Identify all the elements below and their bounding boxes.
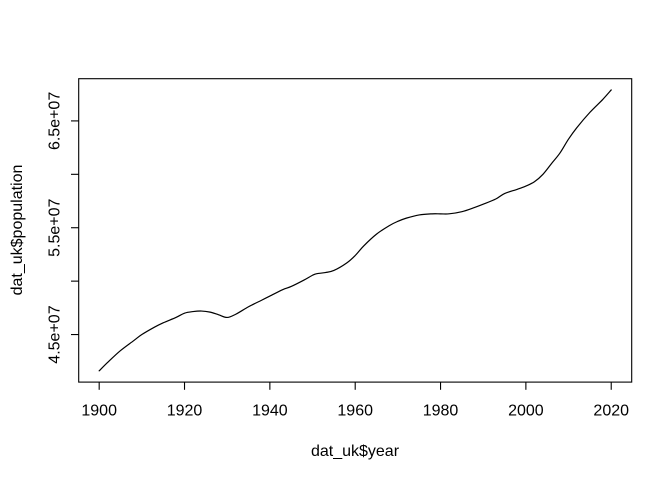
x-tick-label: 1920 [167,403,203,420]
x-axis-title: dat_uk$year [310,443,400,460]
y-tick-label: 6.5e+07 [47,92,64,150]
population-series-line [98,89,612,372]
y-axis-title: dat_uk$population [9,164,26,296]
x-tick-label: 2020 [593,403,629,420]
x-tick-label: 1940 [252,403,288,420]
x-tick-label: 1960 [337,403,373,420]
y-tick-label: 4.5e+07 [47,305,64,363]
y-tick-label: 5.5e+07 [47,198,64,256]
x-tick-label: 1900 [81,403,117,420]
x-tick-label: 2000 [508,403,544,420]
x-tick-label: 1980 [423,403,459,420]
plot-box [78,78,633,383]
